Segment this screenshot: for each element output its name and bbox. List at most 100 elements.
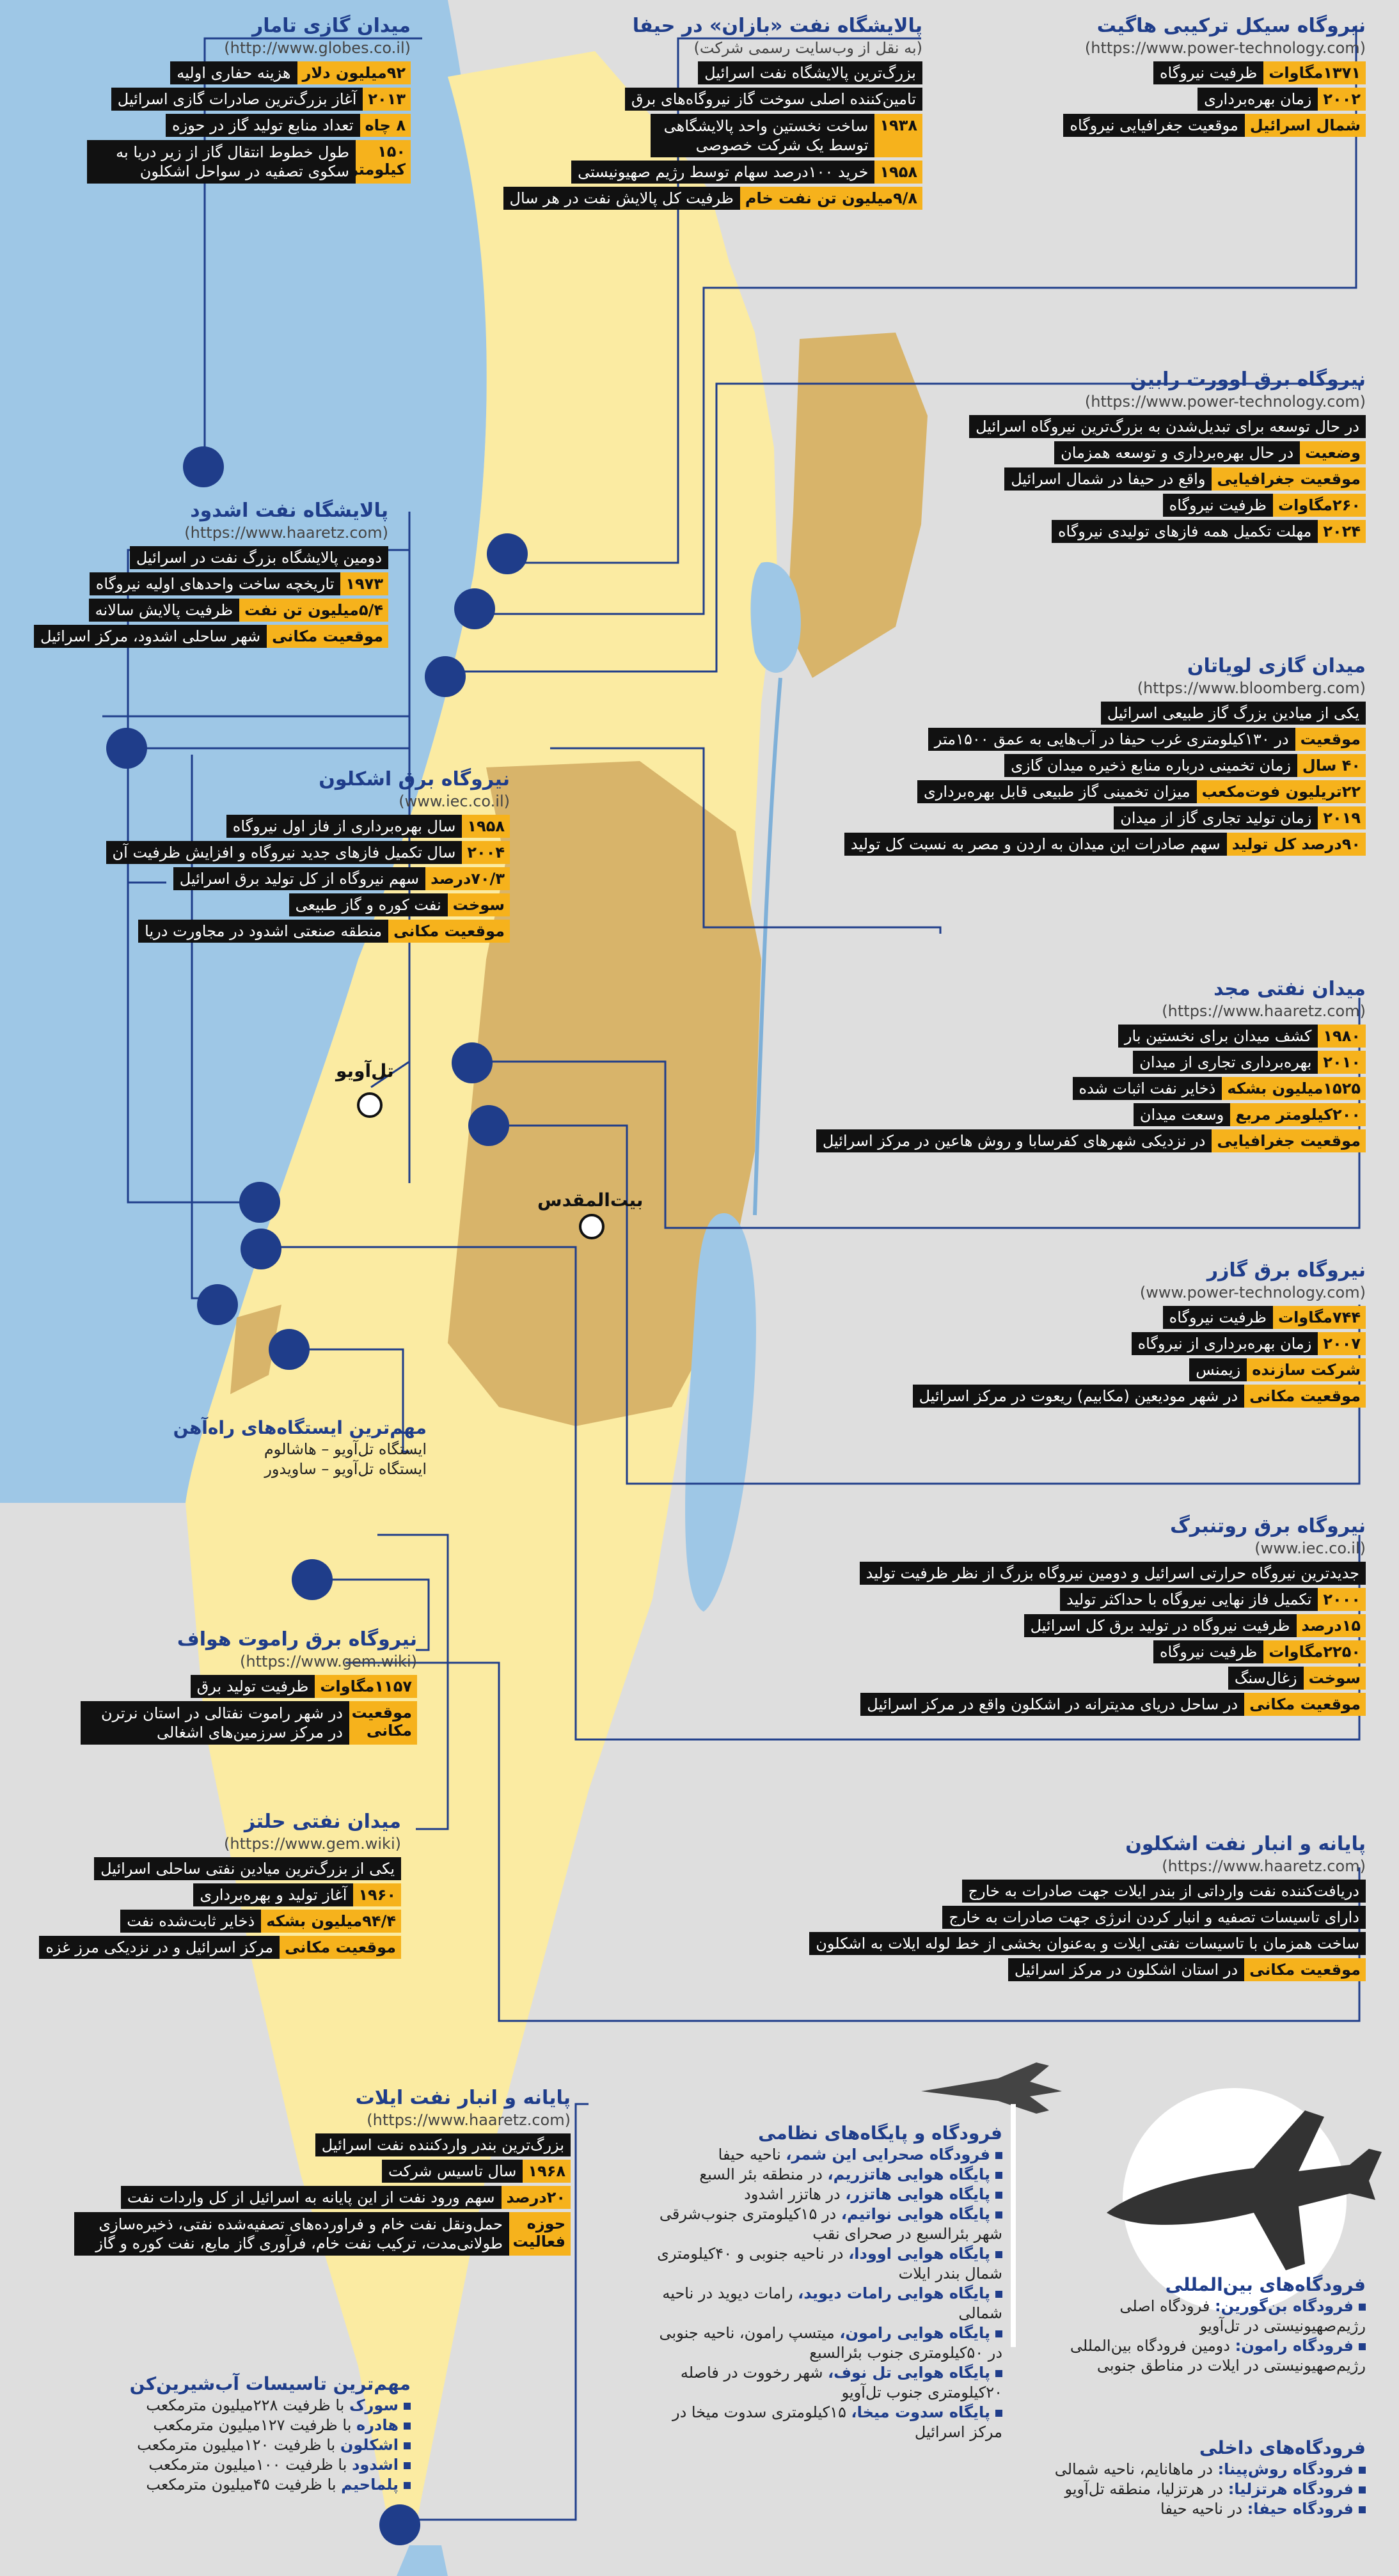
info-row: ۱۹۸۰ کشف میدان برای نخستین بار [752,1025,1366,1048]
row-key: ۲۰۰کیلومتر مربع [1230,1103,1366,1126]
military-title: فرودگاه و پایگاه‌های نظامی [758,2123,1002,2144]
bullet-icon [1359,2506,1366,2513]
panel-source: (https://www.power-technology.com) [1084,393,1366,411]
row-value: بزرگ‌ترین پالایشگاه نفت اسرائیل [698,61,922,84]
list-item: پایگاه هوایی تل نوف، شهر رخووت در فاصله … [680,2364,1002,2401]
row-key: وضعیت [1300,441,1366,464]
row-key: موقعیت جغرافیایی [1212,467,1366,491]
row-value: واقع در حیفا در شمال اسرائیل [1004,467,1212,491]
info-row: ۲۰درصد سهم ورود نفت از این پایانه به اسرا… [20,2186,571,2209]
panel-title: نیروگاه برق اشکلون [319,768,510,790]
bullet-icon [404,2462,411,2469]
info-row: موقعیت مکانی مرکز اسرائیل و در نزدیکی مرز… [4,1936,401,1959]
row-value: تکمیل فاز نهایی نیروگاه با حداکثر تولید [1059,1588,1318,1611]
row-key: ۸ چاه [360,114,411,137]
panel-source: (https://www.gem.wiki) [240,1653,417,1670]
row-value: مرکز اسرائیل و در نزدیکی مرز غزه [39,1936,280,1959]
row-key: ۱۳۷۱مگاوات [1263,61,1366,84]
row-key: ۱۵۰ کیلومتر [349,140,411,184]
panel-bazan: پالایشگاه نفت «بازان» در حیفا (به نقل از… [462,14,922,213]
gulf-of-aqaba [397,2545,448,2576]
bullet-icon [995,2191,1002,2199]
panel-leviathan: میدان گازی لویاتان (https://www.bloomber… [771,654,1366,859]
info-row: ۹۰درصد کل تولید سهم صادرات این میدان به ا… [771,833,1366,856]
jordan-river [753,677,782,1216]
row-value: نفت کوره و گاز طبیعی [288,893,448,916]
row-value: موقعیت جغرافیایی نیروگاه [1063,114,1245,137]
row-value: هزینه حفاری اولیه [170,61,297,84]
row-value: سهم صادرات این میدان به اردن و مصر به نس… [844,833,1227,856]
info-row: ۲۰۰۰ تکمیل فاز نهایی نیروگاه با حداکثر تو… [726,1588,1366,1611]
info-row: موقعیت مکانی منطقه صنعتی اشدود در مجاورت … [24,920,510,943]
row-key: سوخت [1303,1667,1366,1690]
list-item: هادره با ظرفیت ۱۲۷میلیون مترمکعب [27,2415,411,2435]
desalination-section: مهم‌ترین تاسیسات آب‌شیرین‌کن سورک با ظرف… [27,2373,411,2495]
row-key: سوخت [447,893,510,916]
panel-ashkelon-power: نیروگاه برق اشکلون (www.iec.co.il) ۱۹۵۸ س… [24,767,510,946]
city-label-jerusalem: بیت‌المقدس [537,1190,644,1211]
panel-ashdod-refinery: پالایشگاه نفت اشدود (https://www.haaretz… [4,499,388,651]
bullet-icon [404,2442,411,2449]
row-value: دریافت‌کننده نفت وارداتی از بندر ایلات ج… [961,1880,1366,1903]
info-row: ۲۶۰مگاوات ظرفیت نیروگاه [867,494,1366,517]
row-value: یکی از میادین بزرگ گاز طبیعی اسرائیل [1100,702,1366,725]
row-value: منطقه صنعتی اشدود در مجاورت دریا [138,920,389,943]
bullet-icon [995,2290,1002,2298]
row-value: ظرفیت کل پالایش نفت در هر سال [503,187,740,210]
panel-source: (https://www.bloomberg.com) [1137,679,1366,697]
bullet-icon [995,2151,1002,2159]
row-key: ۲۰۱۹ [1318,806,1366,829]
intl-airports-title: فرودگاه‌های بین‌المللی [1165,2274,1366,2295]
row-value: ساخت همزمان با تاسیسات نفتی ایلات و به‌ع… [809,1932,1366,1955]
panel-source: (https://www.haaretz.com) [184,524,388,542]
bullet-icon [995,2211,1002,2219]
railway-item: ایستگاه تل‌آویو – ساویدور [264,1460,427,1478]
info-row: ۱۳۷۱مگاوات ظرفیت نیروگاه [944,61,1366,84]
panel-tamar: میدان گازی تامار (http://www.globes.co.i… [20,14,411,187]
row-key: موقعیت مکانی [349,1701,417,1745]
row-value: تاریخچه ساخت واحدهای اولیه نیروگاه [89,572,341,595]
row-value: زمان بهره‌برداری [1197,88,1318,111]
info-row: ۲۰۱۰ بهره‌برداری تجاری از میدان [752,1051,1366,1074]
panel-title: پایانه و انبار نفت ایلات [355,2087,571,2109]
info-row: یکی از میادین بزرگ گاز طبیعی اسرائیل [771,702,1366,725]
panel-title: نیروگاه برق اوورت رابین [1130,368,1366,391]
row-value: خرید ۱۰۰درصد سهام توسط رژیم صهیونیستی [571,161,875,184]
bullet-icon [995,2250,1002,2258]
row-value: در شهر مودیعین (مکابیم) ریعوت در مرکز اس… [912,1385,1245,1408]
row-key: ۱۵۲۵میلیون بشکه [1222,1077,1366,1100]
golan-region [787,333,928,678]
bullet-icon [1359,2486,1366,2494]
list-item: پلماحیم با ظرفیت ۴۵میلیون مترمکعب [27,2475,411,2495]
info-row: ۱۹۷۳ تاریخچه ساخت واحدهای اولیه نیروگاه [4,572,388,595]
info-row: حوزه فعالیت حمل‌ونقل نفت خام و فراورده‌ها… [20,2212,571,2256]
list-item: فرودگاه هرتزلیا: در هرتزلیا، منطقه تل‌آو… [1033,2479,1366,2499]
row-key: ۲۰۰۰ [1318,1588,1366,1611]
list-item: سورک با ظرفیت ۲۲۸میلیون مترمکعب [27,2396,411,2415]
row-key: شرکت سازنده [1247,1358,1366,1381]
row-value: ظرفیت نیروگاه [1162,494,1273,517]
row-key: ۲۰۰۲ [1318,88,1366,111]
row-key: ۲۰۰۷ [1318,1332,1366,1355]
info-row: ۲۲تریلیون فوت‌مکعب میزان تخمینی گاز طبیعی… [771,780,1366,803]
info-row: ۲۰۱۹ زمان تولید تجاری گاز از میدان [771,806,1366,829]
info-row: ۷۴۴مگاوات ظرفیت نیروگاه [841,1306,1366,1329]
list-item: فرودگاه بن‌گورین: فرودگاه اصلی رژیم‌صهیو… [1119,2297,1366,2335]
panel-title: نیروگاه سیکل ترکیبی هاگیت [1096,15,1366,37]
row-key: ۱۱۵۷مگاوات [315,1675,417,1698]
info-row: موقعیت مکانی در شهر مودیعین (مکابیم) ریعو… [841,1385,1366,1408]
row-value: ذخایر نفت اثبات شده [1072,1077,1222,1100]
dead-sea [685,1213,756,1612]
list-item: پایگاه هوایی اوودا، در ناحیه جنوبی و ۴۰ک… [657,2245,1002,2282]
row-value: میزان تخمینی گاز طبیعی قابل بهره‌برداری [917,780,1197,803]
row-value: بهره‌برداری تجاری از میدان [1133,1051,1318,1074]
info-row: ساخت همزمان با تاسیسات نفتی ایلات و به‌ع… [713,1932,1366,1955]
bullet-icon [995,2369,1002,2377]
info-row: جدیدترین نیروگاه حرارتی اسرائیل و دومین … [726,1562,1366,1585]
info-row: ۲۰۰۲ زمان بهره‌برداری [944,88,1366,111]
info-row: موقعیت جغرافیایی واقع در حیفا در شمال اسر… [867,467,1366,491]
info-row: موقعیت مکانی در استان اشکلون در مرکز اسرا… [713,1958,1366,1981]
connector-lines [102,26,1361,2521]
row-key: ۲۰۲۴ [1318,520,1366,543]
row-value: ساخت نخستین واحد پالایشگاهی توسط یک شرکت… [651,114,875,157]
